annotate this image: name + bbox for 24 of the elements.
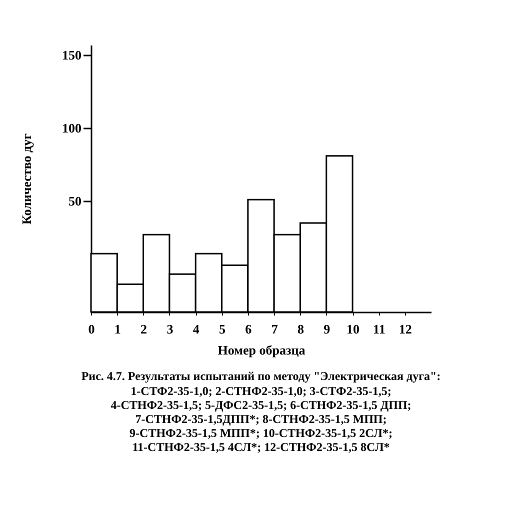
x-tick-label: 10 [346, 322, 360, 336]
x-tick-label: 12 [398, 322, 412, 336]
x-tick-label: 0 [88, 322, 95, 336]
y-tick-label: 150 [62, 48, 82, 63]
text: 1-СТФ2-35-1,0; 2-СТНФ2-35-1,0; 3-СТФ2-35-1,5; [130, 384, 392, 398]
text: 11-СТНФ2-35-1,5 4СЛ*; 12-СТНФ2-35-1,5 8СЛ* [132, 440, 390, 454]
x-tick-label: 2 [140, 322, 148, 336]
x-tick-label: 5 [219, 322, 226, 336]
x-tick-label: 3 [166, 322, 174, 336]
x-axis-title: Номер образца [218, 342, 306, 358]
x-tick-label: 1 [114, 322, 121, 336]
x-tick-label: 4 [192, 322, 200, 336]
x-tick-label: 9 [324, 322, 331, 336]
y-tick-label: 100 [62, 120, 82, 136]
text: Рис. 4.7. Результаты испытаний по методу "Электрическая дуга": [81, 369, 441, 383]
x-tick-label: 11 [373, 322, 386, 336]
text: 4-СТНФ2-35-1,5; 5-ДФС2-35-1,5; 6-СТНФ2-35-1,5 ДПП; [110, 398, 412, 412]
text: 9-СТНФ2-35-1,5 МПП*; 10-СТНФ2-35-1,5 2СЛ*; [130, 426, 392, 440]
y-axis-title: Количество дуг [19, 133, 34, 224]
x-tick-label: 6 [245, 322, 252, 336]
y-tick-label: 50 [68, 194, 82, 209]
x-tick-label: 7 [271, 322, 278, 336]
text: 7-СТНФ2-35-1,5ДПП*; 8-СТНФ2-35-1,5 МПП; [135, 412, 387, 426]
x-tick-label: 8 [297, 322, 304, 336]
